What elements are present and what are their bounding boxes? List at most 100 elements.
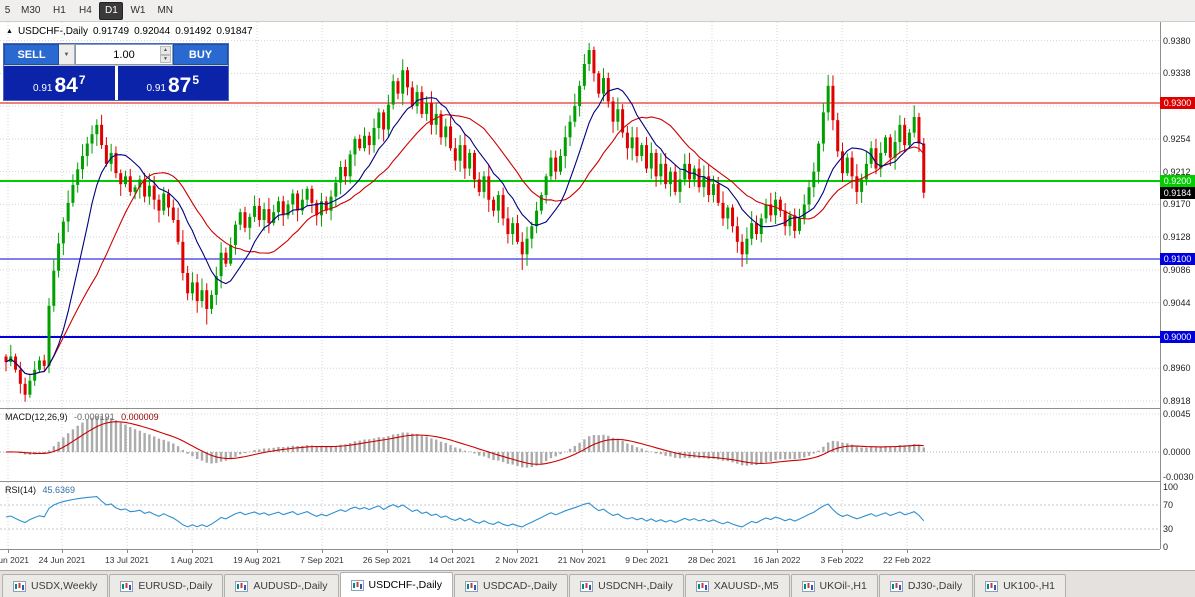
timeframe-button-W1[interactable]: W1	[130, 5, 146, 16]
price-level-badge[interactable]: 0.9000	[1160, 331, 1195, 343]
time-axis-tick	[582, 550, 583, 553]
price-scale-label: 0.9044	[1163, 297, 1191, 308]
chart-tab-eurusd-daily[interactable]: EURUSD-,Daily	[109, 574, 224, 597]
lot-increment-icon[interactable]: ▲	[160, 46, 171, 55]
chart-header: ▲ USDCHF-,Daily 0.91749 0.92044 0.91492 …	[6, 26, 253, 37]
chart-tab-xauusd-m5[interactable]: XAUUSD-,M5	[684, 574, 790, 597]
timeframe-button-H1[interactable]: H1	[53, 5, 66, 16]
timeframe-button-MN[interactable]: MN	[157, 5, 174, 16]
chart-tab-usdx-weekly[interactable]: USDX,Weekly	[2, 574, 109, 597]
tab-chart-icon	[465, 580, 479, 592]
time-axis-label: 22 Feb 2022	[883, 555, 931, 565]
chart-tab-bar: USDX,Weekly EURUSD-,Daily AUDUSD-,Daily USD…	[0, 570, 1195, 597]
time-axis-tick	[647, 550, 648, 553]
buy-price-big: 87	[167, 74, 192, 98]
macd-label: MACD(12,26,9) -0.000191 0.000009	[5, 412, 159, 422]
time-axis-tick	[192, 550, 193, 553]
macd-scale-label: 0.0045	[1163, 409, 1191, 419]
timeframe-toolbar: 5 M30 H1 H4 D1 W1 MN	[0, 0, 1195, 22]
tab-label: UKOil-,H1	[819, 580, 867, 592]
time-axis-label: 3 Feb 2022	[820, 555, 864, 565]
rsi-scale-label: 100	[1163, 482, 1179, 492]
buy-price-display[interactable]: 0.91 87 5	[117, 66, 228, 100]
panel-separator[interactable]	[0, 481, 1160, 482]
time-axis-tick	[452, 550, 453, 553]
macd-scale-label: 0.0000	[1163, 447, 1191, 457]
macd-scale-label: -0.0030	[1163, 472, 1194, 482]
timeframe-button-H4[interactable]: H4	[79, 5, 92, 16]
time-axis-tick	[322, 550, 323, 553]
macd-name: MACD(12,26,9)	[5, 412, 68, 422]
time-axis-tick	[62, 550, 63, 553]
chart-tab-usdcad-daily[interactable]: USDCAD-,Daily	[454, 574, 569, 597]
price-level-badge[interactable]: 0.9184	[1160, 186, 1195, 199]
sell-price-big: 84	[54, 74, 78, 98]
tab-label: EURUSD-,Daily	[138, 580, 213, 592]
tab-chart-icon	[985, 580, 999, 592]
price-scale-label: 0.9254	[1163, 133, 1191, 144]
ohlc-high: 0.92044	[134, 26, 171, 37]
chart-tab-uk100-h1[interactable]: UK100-,H1	[974, 574, 1067, 597]
panel-separator	[0, 549, 1160, 550]
ohlc-low: 0.91492	[175, 26, 212, 37]
tab-label: UK100-,H1	[1003, 580, 1056, 592]
price-scale-label: 0.9380	[1163, 35, 1191, 46]
tab-chart-icon	[801, 580, 815, 592]
rsi-name: RSI(14)	[5, 485, 37, 495]
tab-chart-icon	[120, 580, 134, 592]
panel-separator[interactable]	[0, 408, 1160, 409]
lot-stepper: ▲ ▼	[160, 46, 171, 63]
one-click-collapse-icon[interactable]: ▲	[6, 28, 13, 35]
time-axis-label: 9 Dec 2021	[625, 555, 669, 565]
timeframe-button-D1[interactable]: D1	[99, 1, 124, 20]
tab-chart-icon	[235, 580, 249, 592]
price-scale-label: 0.9212	[1163, 166, 1191, 177]
timeframe-button-M30[interactable]: M30	[21, 5, 41, 16]
rsi-label: RSI(14) 45.6369	[5, 485, 75, 495]
chart-tab-usdcnh-daily[interactable]: USDCNH-,Daily	[569, 574, 684, 597]
tab-chart-icon	[580, 580, 594, 592]
sell-button[interactable]: SELL	[4, 44, 59, 65]
time-axis-label: 1 Aug 2021	[170, 555, 214, 565]
time-axis-label: 6 Jun 2021	[0, 555, 30, 565]
lot-size-input[interactable]: 1.00 ▲ ▼	[75, 44, 173, 65]
sell-price-pip: 7	[78, 73, 86, 87]
price-scale-label: 0.9170	[1163, 199, 1191, 210]
sell-price-display[interactable]: 0.91 84 7	[4, 66, 115, 100]
time-axis-tick	[712, 550, 713, 553]
lot-size-value: 1.00	[113, 48, 135, 61]
lot-decrement-icon[interactable]: ▼	[160, 54, 171, 63]
price-level-badge[interactable]: 0.9300	[1160, 97, 1195, 109]
time-axis-label: 21 Nov 2021	[557, 555, 607, 565]
tab-chart-icon	[695, 580, 709, 592]
lot-dropdown-icon[interactable]: ▼	[59, 44, 75, 65]
macd-signal-value: 0.000009	[121, 412, 159, 422]
time-axis-tick	[257, 550, 258, 553]
time-axis-tick	[387, 550, 388, 553]
tab-chart-icon	[889, 580, 903, 592]
macd-panel-canvas[interactable]	[0, 409, 1160, 481]
price-level-badge[interactable]: 0.9100	[1160, 253, 1195, 265]
rsi-scale-label: 70	[1163, 500, 1174, 510]
time-axis-label: 28 Dec 2021	[687, 555, 737, 565]
chart-tab-ukoil-h1[interactable]: UKOil-,H1	[790, 574, 878, 597]
time-axis[interactable]: 6 Jun 2021 24 Jun 2021 13 Jul 2021 1 Aug 20…	[0, 550, 1160, 570]
time-axis-tick	[127, 550, 128, 553]
time-axis-tick	[8, 550, 9, 553]
tab-label: AUDUSD-,Daily	[253, 580, 328, 592]
rsi-panel-canvas[interactable]	[0, 482, 1160, 549]
time-axis-label: 26 Sep 2021	[362, 555, 412, 565]
rsi-scale-label: 30	[1163, 524, 1174, 534]
chart-tab-audusd-daily[interactable]: AUDUSD-,Daily	[224, 574, 339, 597]
price-scale[interactable]: 0.93800.93380.92960.92540.92120.91700.91…	[1160, 22, 1195, 552]
price-level-badge[interactable]: 0.9200	[1160, 175, 1195, 187]
chart-tab-usdchf-daily[interactable]: USDCHF-,Daily	[339, 572, 454, 597]
time-axis-tick	[842, 550, 843, 553]
chart-symbol-label: USDCHF-,Daily	[17, 26, 88, 37]
time-axis-label: 13 Jul 2021	[105, 555, 149, 565]
buy-button[interactable]: BUY	[173, 44, 228, 65]
chart-tab-dj30-daily[interactable]: DJ30-,Daily	[878, 574, 974, 597]
timeframe-button-5[interactable]: 5	[4, 5, 11, 16]
rsi-scale-label: 0	[1163, 542, 1169, 552]
time-axis-label: 14 Oct 2021	[428, 555, 476, 565]
